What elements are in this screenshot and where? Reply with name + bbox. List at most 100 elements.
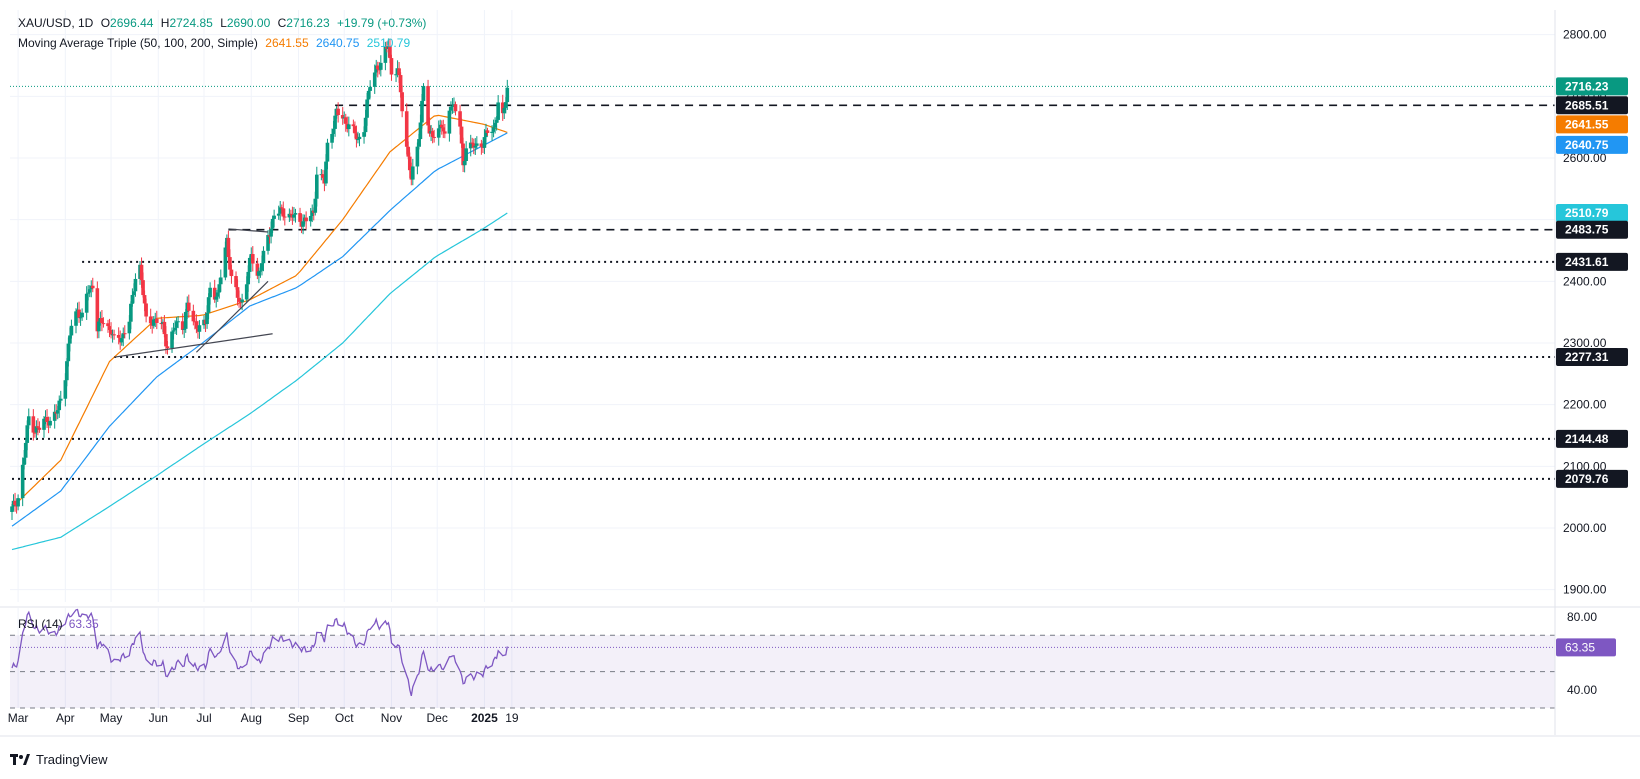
candle-body <box>229 269 234 277</box>
tradingview-logo[interactable]: TradingView <box>10 752 108 767</box>
candle-body <box>415 146 420 167</box>
candle-body <box>362 132 366 137</box>
candle-body <box>261 250 266 264</box>
candle-body <box>406 146 411 157</box>
candle-body <box>462 160 467 166</box>
candle-body <box>281 208 286 217</box>
rsi-value: 63.35 <box>68 617 99 631</box>
candle-body <box>473 145 478 148</box>
candle-body <box>218 277 223 285</box>
candle-body <box>292 214 296 218</box>
candle-body <box>66 343 71 362</box>
price-label-box <box>1556 96 1628 115</box>
candle-body <box>420 100 424 123</box>
candle-body <box>141 280 145 296</box>
candle-body <box>503 102 508 108</box>
candle-body <box>107 326 112 330</box>
candle-body <box>170 331 174 349</box>
price-label: 2079.76 <box>1565 472 1609 486</box>
candle-body <box>180 321 185 330</box>
candle-body <box>97 321 101 332</box>
candle-body <box>214 296 219 300</box>
open-value: 2696.44 <box>110 16 154 30</box>
candle-body <box>493 122 497 128</box>
candle-body <box>279 207 284 209</box>
candle-body <box>68 335 72 344</box>
ma-line-ma100 <box>11 132 508 527</box>
candle-body <box>36 426 40 428</box>
candle-body <box>205 312 209 325</box>
candle-body <box>357 136 362 140</box>
y-tick-label: 1900.00 <box>1563 583 1607 597</box>
candle-body <box>479 143 484 147</box>
x-tick-label: Apr <box>56 711 75 725</box>
ma-legend[interactable]: Moving Average Triple (50, 100, 200, Sim… <box>18 36 414 50</box>
candle-body <box>246 271 251 285</box>
x-tick-label: Dec <box>427 711 448 725</box>
candle-body <box>176 321 180 323</box>
price-label-box <box>1556 204 1628 223</box>
candle-body <box>470 142 475 144</box>
rsi-line <box>11 608 508 697</box>
candle-body <box>84 293 89 313</box>
candle-body <box>336 108 340 116</box>
x-tick-label: Oct <box>335 711 354 725</box>
price-label: 2144.48 <box>1565 432 1609 446</box>
x-tick-label: Sep <box>288 711 310 725</box>
candle-body <box>491 127 496 132</box>
grid <box>10 10 1555 708</box>
candle-body <box>37 427 42 430</box>
candle-body <box>356 139 360 141</box>
candle-body <box>247 257 252 272</box>
price-label: 2277.31 <box>1565 350 1609 364</box>
y-tick-label: 2300.00 <box>1563 336 1607 350</box>
candle-body <box>404 111 409 147</box>
candle-body <box>310 210 315 216</box>
candle-body <box>430 131 435 137</box>
candle-body <box>22 457 26 465</box>
candle-body <box>324 161 328 184</box>
candle-body <box>106 323 110 327</box>
candle-body <box>23 442 28 458</box>
candle-body <box>436 128 441 138</box>
trendline <box>195 280 269 353</box>
candle-body <box>450 105 455 107</box>
candle-body <box>276 213 281 216</box>
candle-body <box>208 287 212 298</box>
candle-body <box>351 124 356 127</box>
candle-body <box>331 128 336 134</box>
symbol-title[interactable]: XAU/USD, 1D <box>18 16 94 30</box>
candle-body <box>223 247 228 278</box>
candle-body <box>308 215 313 222</box>
candle-body <box>426 86 430 126</box>
y-tick-label: 2600.00 <box>1563 151 1607 165</box>
candle-body <box>162 321 167 335</box>
candle-body <box>505 87 510 103</box>
candle-body <box>389 58 394 75</box>
candlesticks[interactable] <box>10 38 510 520</box>
candle-body <box>313 198 318 213</box>
candle-body <box>240 299 244 303</box>
rsi-value-tag <box>1556 638 1616 657</box>
candle-body <box>80 312 84 318</box>
candle-body <box>127 321 132 334</box>
candle-body <box>397 68 401 76</box>
candle-body <box>121 333 126 339</box>
candle-body <box>16 498 20 507</box>
candle-body <box>26 416 31 426</box>
candle-body <box>42 418 46 430</box>
candle-body <box>194 321 199 329</box>
candle-body <box>206 297 211 313</box>
candle-body <box>447 110 452 134</box>
candle-body <box>173 327 177 331</box>
candle-body <box>129 303 133 322</box>
candle-body <box>298 213 302 222</box>
rsi-legend[interactable]: RSI (14) 63.35 <box>18 617 99 631</box>
candle-body <box>25 425 30 443</box>
rsi-value-tag-label: 63.35 <box>1565 640 1595 654</box>
candle-body <box>90 285 95 289</box>
candle-body <box>13 500 17 505</box>
candle-body <box>52 411 57 421</box>
ma-line-ma50 <box>11 114 508 509</box>
candle-body <box>164 334 168 347</box>
